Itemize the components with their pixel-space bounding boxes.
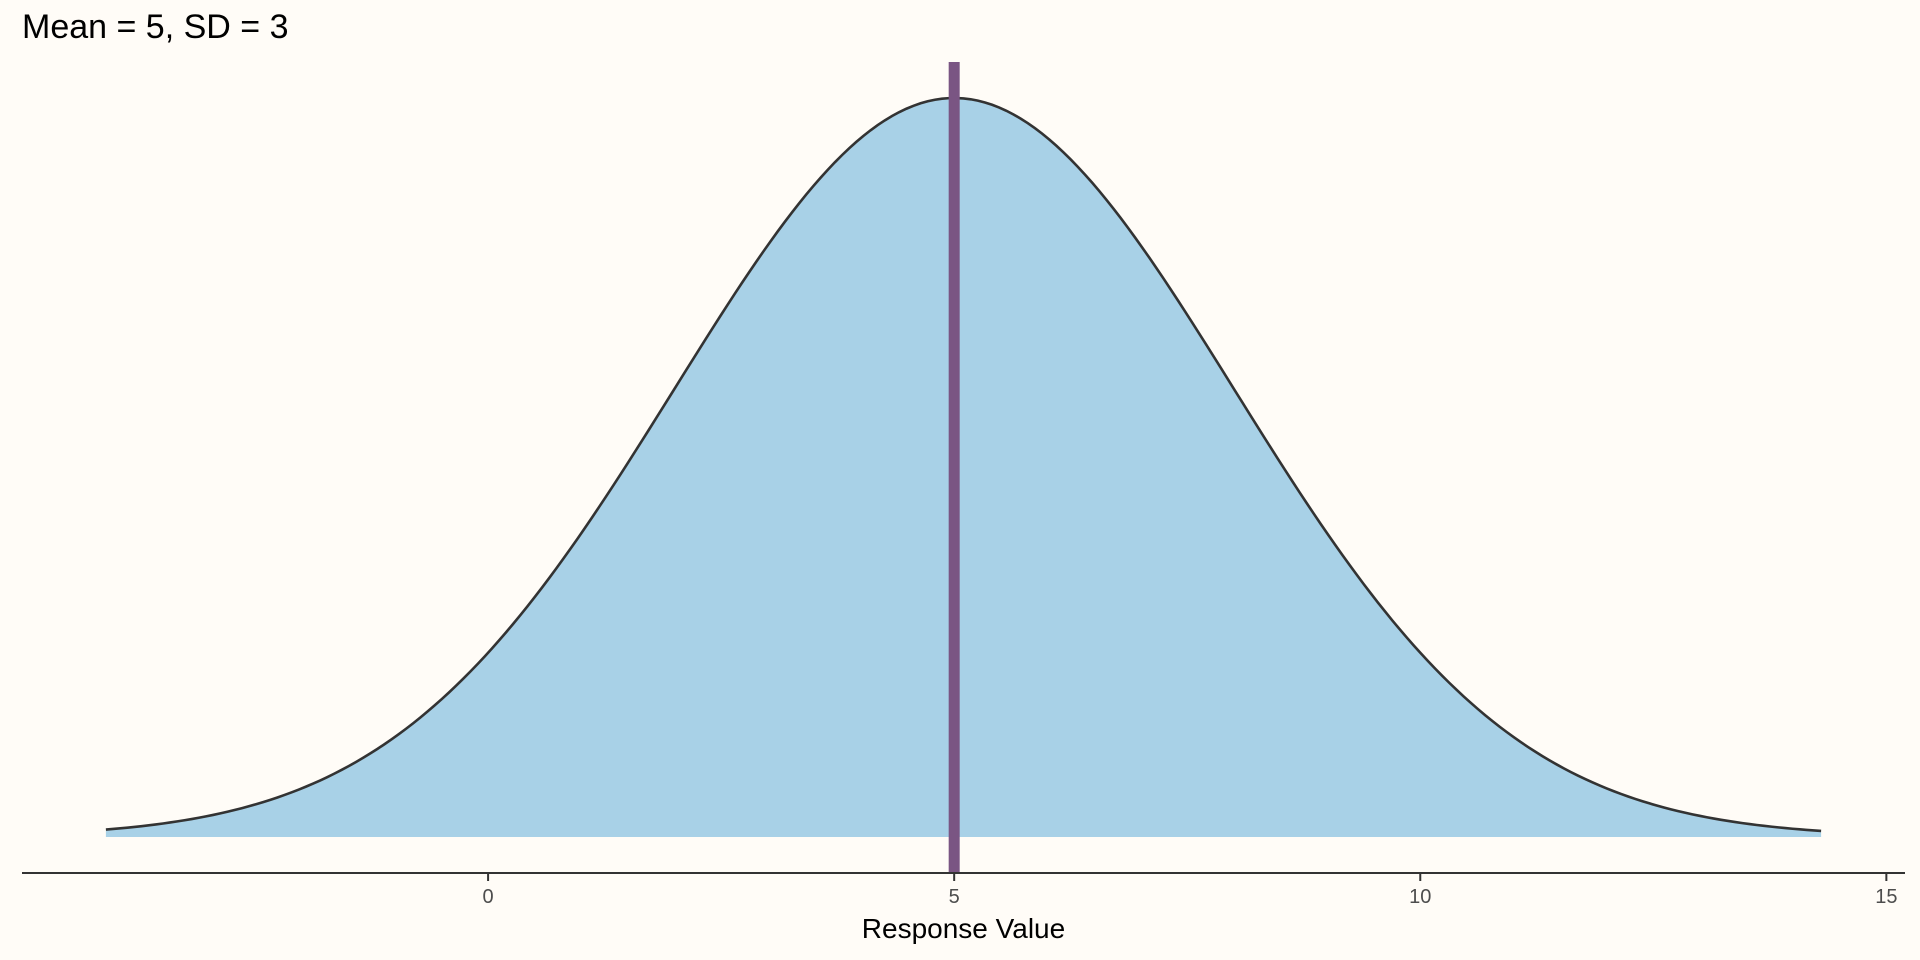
density-curve <box>105 96 1822 833</box>
x-tick-label-15: 15 <box>1875 886 1897 908</box>
x-axis-title: Response Value <box>862 913 1065 944</box>
x-axis: 0 5 10 15 Response Value <box>22 872 1905 944</box>
x-ticks: 0 5 10 15 <box>483 873 1897 908</box>
chart-title: Mean = 5, SD = 3 <box>22 8 289 46</box>
x-tick-label-10: 10 <box>1409 886 1431 908</box>
x-tick-label-5: 5 <box>949 886 960 908</box>
plot-marks <box>105 62 1822 873</box>
density-area <box>105 98 1822 837</box>
x-tick-label-0: 0 <box>483 886 494 908</box>
